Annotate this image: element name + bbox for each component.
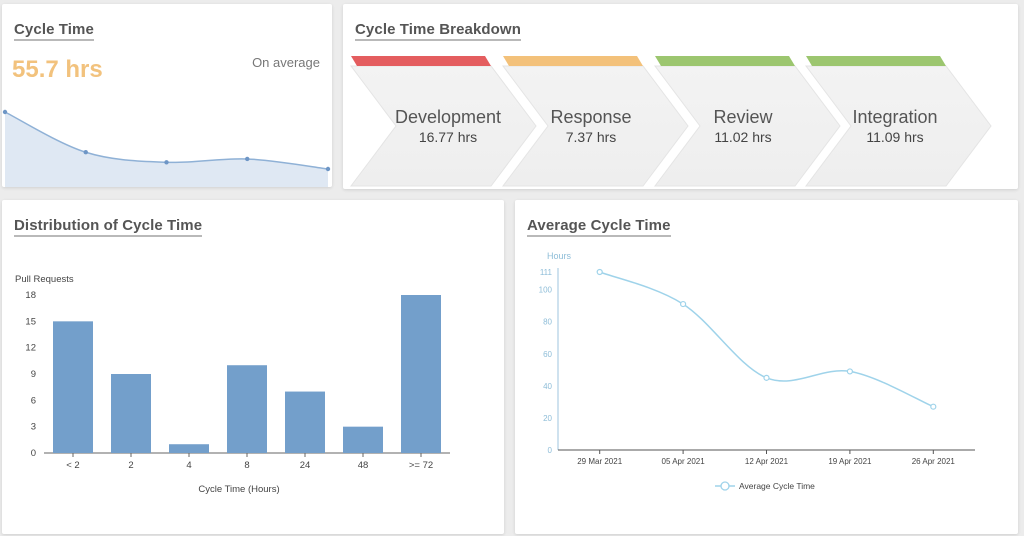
breakdown-card: Cycle Time Breakdown Development 16.77 h… [343,4,1018,189]
average-title: Average Cycle Time [527,217,671,237]
legend-marker [720,481,730,491]
bar-ytick: 9 [31,369,36,380]
stage-integration: Integration 11.09 hrs [820,107,970,145]
line-point-0 [596,268,603,276]
distribution-title: Distribution of Cycle Time [14,217,203,237]
average-card: Average Cycle Time Hours 0 20 40 60 80 100 111 2… [515,200,1018,534]
bar-4 [285,391,325,453]
sparkline-point-3 [245,156,250,162]
stage-color-band-2 [655,56,795,66]
bar-ytick: 0 [31,448,36,459]
stage-color-band-1 [503,56,643,66]
bar-ytick: 15 [25,316,36,327]
line-xtick-label: 12 Apr 2021 [745,457,789,466]
distribution-card: Distribution of Cycle Time Pull Requests… [2,200,504,534]
line-ytick: 111 [540,268,553,277]
stage-response-value: 7.37 hrs [565,129,617,145]
average-line-chart: Hours 0 20 40 60 80 100 111 29 Mar 2021 05 Apr 20… [539,251,975,491]
stage-integration-value: 11.09 hrs [866,129,924,145]
bar-1 [111,374,151,453]
sparkline-area [5,112,328,187]
cycle-time-caption: On average [252,55,320,70]
line-ytick: 60 [543,350,552,359]
bar-2 [169,444,209,453]
bar-xtick-label: 48 [358,460,369,471]
line-point-2 [763,374,770,381]
sparkline-point-0 [2,109,8,115]
line-ytick: 100 [539,286,553,295]
bar-xtick-label: >= 72 [409,460,433,471]
cycle-time-card: Cycle Time 55.7 hrs On average [2,4,332,187]
stage-color-band-3 [806,56,946,66]
sparkline-point-4 [325,166,331,172]
stage-integration-name: Integration [852,107,938,127]
line-chart-ylabel: Hours [547,251,572,261]
line-xtick-label: 05 Apr 2021 [662,457,706,466]
bar-xtick-label: 24 [300,460,311,471]
stage-response: Response 7.37 hrs [516,107,666,145]
stage-review-name: Review [713,107,773,127]
line-point-4 [930,403,937,410]
bar-3 [227,365,267,453]
cycle-time-sparkline [2,109,331,187]
bar-ytick: 12 [25,343,36,354]
line-xtick-label: 26 Apr 2021 [912,457,956,466]
line-ytick: 40 [543,382,552,391]
legend-label: Average Cycle Time [739,481,815,491]
line-point-3 [846,368,853,375]
bar-xtick-label: < 2 [66,460,79,471]
stage-color-band-0 [351,56,491,66]
bar-6 [401,295,441,453]
breakdown-title: Cycle Time Breakdown [355,21,521,41]
sparkline-point-1 [83,150,88,155]
breakdown-stages-graphic [350,56,992,187]
bar-xtick-label: 2 [128,460,133,471]
cycle-time-value: 55.7 hrs [12,56,103,83]
stage-development: Development 16.77 hrs [373,107,523,145]
bar-xtick-label: 4 [186,460,191,471]
stage-response-name: Response [550,107,632,127]
stage-development-name: Development [394,107,502,127]
bar-0 [53,321,93,453]
cycle-time-title: Cycle Time [14,21,94,41]
bar-5 [343,426,383,453]
bar-chart-xlabel: Cycle Time (Hours) [198,484,279,495]
bar-ytick: 18 [25,290,36,301]
line-series [599,271,934,408]
bar-ytick: 6 [31,395,36,406]
stage-review-value: 11.02 hrs [714,129,772,145]
line-ytick: 80 [543,318,552,327]
line-xtick-label: 29 Mar 2021 [577,457,622,466]
bar-ytick: 3 [31,422,36,433]
line-ytick: 20 [543,414,552,423]
bar-chart-ylabel: Pull Requests [15,274,74,285]
bar-xtick-label: 8 [244,460,249,471]
stage-development-value: 16.77 hrs [418,129,478,145]
sparkline-point-2 [164,160,169,165]
line-point-1 [680,300,687,308]
line-ytick: 0 [548,446,553,455]
line-xtick-label: 19 Apr 2021 [828,457,872,466]
stage-review: Review 11.02 hrs [668,107,818,145]
